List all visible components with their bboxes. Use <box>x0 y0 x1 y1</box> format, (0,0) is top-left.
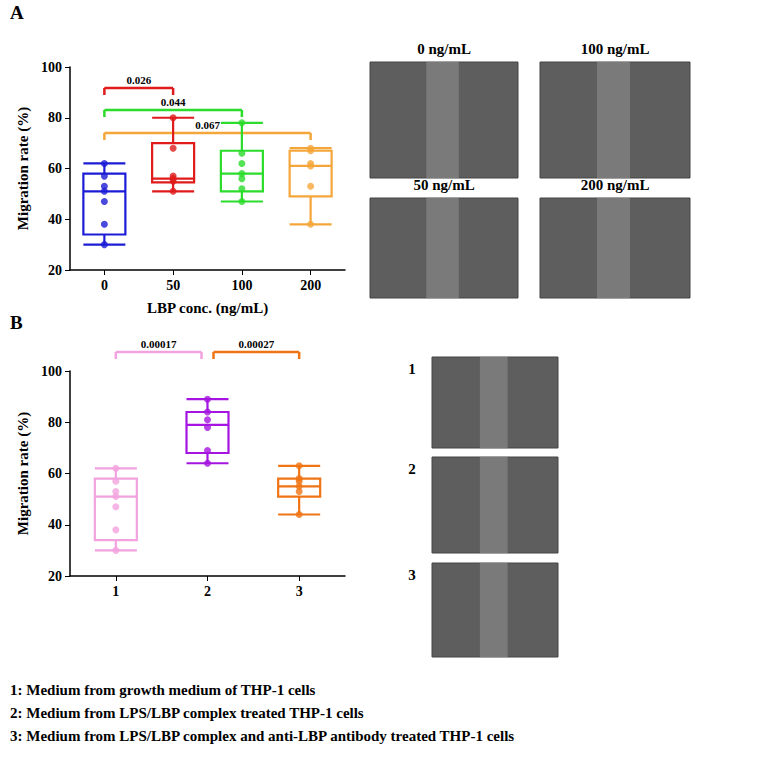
svg-text:20: 20 <box>48 569 62 584</box>
svg-text:40: 40 <box>48 517 62 532</box>
svg-text:200 ng/mL: 200 ng/mL <box>581 177 650 193</box>
svg-text:100 ng/mL: 100 ng/mL <box>581 41 650 57</box>
svg-text:100: 100 <box>41 364 62 379</box>
svg-text:0: 0 <box>101 278 108 293</box>
svg-text:Migration rate (%): Migration rate (%) <box>15 107 32 230</box>
svg-text:1: 1 <box>408 361 416 377</box>
svg-text:20: 20 <box>48 263 62 278</box>
svg-text:0.044: 0.044 <box>161 96 186 108</box>
svg-text:3: Medium from LPS/LBP complex: 3: Medium from LPS/LBP complex and anti-… <box>10 728 514 744</box>
svg-text:200: 200 <box>300 278 321 293</box>
svg-text:3: 3 <box>296 584 303 599</box>
svg-text:1: Medium from growth medium o: 1: Medium from growth medium of THP-1 ce… <box>10 682 316 698</box>
svg-text:60: 60 <box>48 466 62 481</box>
svg-text:80: 80 <box>48 110 62 125</box>
svg-text:0 ng/mL: 0 ng/mL <box>417 41 471 57</box>
svg-text:1: 1 <box>112 584 119 599</box>
svg-text:2: 2 <box>408 461 416 477</box>
svg-text:3: 3 <box>408 567 416 583</box>
svg-text:0.00017: 0.00017 <box>141 338 177 350</box>
svg-text:Migration rate (%): Migration rate (%) <box>15 412 32 535</box>
svg-text:100: 100 <box>231 278 252 293</box>
svg-text:2: 2 <box>204 584 211 599</box>
svg-text:60: 60 <box>48 161 62 176</box>
svg-text:A: A <box>10 2 24 23</box>
svg-text:40: 40 <box>48 212 62 227</box>
svg-text:2: Medium from LPS/LBP complex: 2: Medium from LPS/LBP complex treated T… <box>10 705 364 721</box>
svg-text:B: B <box>10 312 23 333</box>
svg-text:0.026: 0.026 <box>126 74 151 86</box>
svg-text:80: 80 <box>48 415 62 430</box>
svg-text:50 ng/mL: 50 ng/mL <box>413 177 474 193</box>
svg-text:50: 50 <box>166 278 180 293</box>
svg-text:LBP conc. (ng/mL): LBP conc. (ng/mL) <box>147 300 268 317</box>
svg-text:0.067: 0.067 <box>195 119 220 131</box>
svg-text:100: 100 <box>41 60 62 75</box>
svg-text:0.00027: 0.00027 <box>238 338 274 350</box>
